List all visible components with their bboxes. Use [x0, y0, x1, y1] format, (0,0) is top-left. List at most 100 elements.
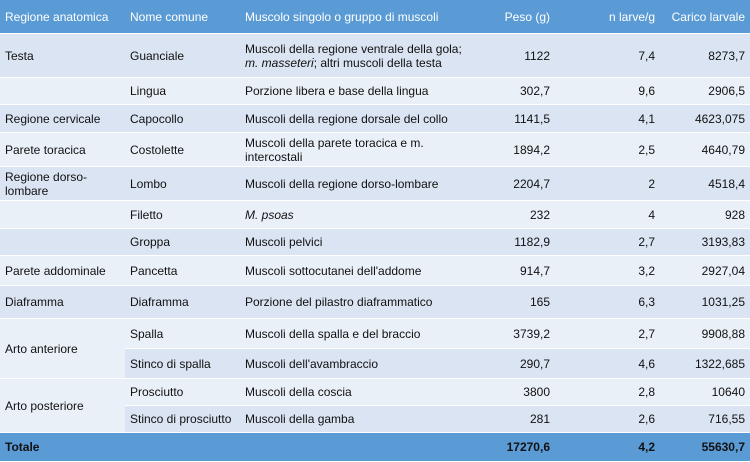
cell: 8273,7 — [660, 33, 750, 78]
cell: 9908,88 — [660, 318, 750, 349]
cell: 4518,4 — [660, 166, 750, 201]
cell: 2,8 — [555, 378, 660, 406]
header-cell: Regione anatomica — [0, 0, 125, 34]
text: Muscoli della regione ventrale della gol… — [245, 41, 462, 56]
cell: 165 — [470, 285, 555, 319]
cell: Diaframma — [125, 285, 240, 319]
row: Parete addominale Pancetta Muscoli sottocu… — [0, 255, 750, 286]
row: Filetto M. psoas 232 4 928 — [0, 200, 750, 229]
cell: 4640,79 — [660, 132, 750, 167]
text: ; altri muscoli della testa — [313, 55, 442, 70]
cell: 2906,5 — [660, 77, 750, 105]
cell: Pancetta — [125, 255, 240, 286]
cell: 232 — [470, 200, 555, 229]
cell: Porzione del pilastro diaframmatico — [240, 285, 470, 319]
cell: 55630,7 — [660, 432, 750, 462]
cell: Filetto — [125, 200, 240, 229]
cell: Stinco di prosciutto — [125, 405, 240, 433]
row: Arto posteriore Prosciutto Muscoli della c… — [0, 378, 750, 433]
cell: 1182,9 — [470, 228, 555, 256]
cell: Muscoli della parete toracica e m. inter… — [240, 132, 470, 167]
total-row: Totale 17270,6 4,2 55630,7 — [0, 432, 750, 462]
cell: M. psoas — [240, 200, 470, 229]
row: Lingua Porzione libera e base della lingu… — [0, 77, 750, 105]
cell: 10640 — [660, 378, 750, 406]
cell: Costolette — [125, 132, 240, 167]
cell: Groppa — [125, 228, 240, 256]
cell: Prosciutto — [125, 378, 240, 406]
cell: 3739,2 — [470, 318, 555, 349]
cell: 1894,2 — [470, 132, 555, 167]
cell: Muscoli della gamba — [240, 405, 470, 433]
cell: Diaframma — [0, 285, 125, 319]
cell: 2,7 — [555, 228, 660, 256]
cell: 4,6 — [555, 348, 660, 379]
cell: 2 — [555, 166, 660, 201]
cell: 4,2 — [555, 432, 660, 462]
cell: Lingua — [125, 77, 240, 105]
cell: Parete toracica — [0, 132, 125, 167]
cell: 2,5 — [555, 132, 660, 167]
cell: Muscoli della regione dorsale del collo — [240, 104, 470, 133]
cell — [0, 228, 125, 256]
cell: 302,7 — [470, 77, 555, 105]
cell: 1031,25 — [660, 285, 750, 319]
cell: 7,4 — [555, 33, 660, 78]
cell: Arto posteriore — [0, 378, 125, 433]
cell — [0, 200, 125, 229]
row: Diaframma Diaframma Porzione del pilastro … — [0, 285, 750, 319]
cell: 2204,7 — [470, 166, 555, 201]
header-cell: Carico larvale — [660, 0, 750, 34]
cell: Lombo — [125, 166, 240, 201]
cell: 2,6 — [555, 405, 660, 433]
cell: 1141,5 — [470, 104, 555, 133]
row: Stinco di prosciutto Muscoli della gamba 2… — [0, 405, 750, 433]
cell: Guanciale — [125, 33, 240, 78]
cell: Parete addominale — [0, 255, 125, 286]
cell: 17270,6 — [470, 432, 555, 462]
row: Stinco di spalla Muscoli dell'avambraccio… — [0, 348, 750, 379]
cell: 716,55 — [660, 405, 750, 433]
cell: Muscoli dell'avambraccio — [240, 348, 470, 379]
cell: 3193,83 — [660, 228, 750, 256]
cell: 281 — [470, 405, 555, 433]
cell: 4,1 — [555, 104, 660, 133]
cell: Muscoli della spalla e del braccio — [240, 318, 470, 349]
cell: 2927,04 — [660, 255, 750, 286]
cell: Muscoli pelvici — [240, 228, 470, 256]
cell: Regione dorso-lombare — [0, 166, 125, 201]
row: Regione cervicale Capocollo Muscoli della … — [0, 104, 750, 133]
cell: 4623,075 — [660, 104, 750, 133]
header-cell: Peso (g) — [470, 0, 555, 34]
cell: 3800 — [470, 378, 555, 406]
cell: 928 — [660, 200, 750, 229]
cell: Muscoli della coscia — [240, 378, 470, 406]
cell: Stinco di spalla — [125, 348, 240, 379]
cell: 1322,685 — [660, 348, 750, 379]
cell: Porzione libera e base della lingua — [240, 77, 470, 105]
cell: Totale — [0, 432, 470, 462]
cell: Regione cervicale — [0, 104, 125, 133]
row: Parete toracica Costolette Muscoli della p… — [0, 132, 750, 167]
cell: 914,7 — [470, 255, 555, 286]
header-cell: Nome comune — [125, 0, 240, 34]
cell: 4 — [555, 200, 660, 229]
row: Regione dorso-lombare Lombo Muscoli della … — [0, 166, 750, 201]
text: m. masseteri — [245, 55, 314, 70]
text: M. psoas — [245, 207, 294, 222]
cell: Muscoli sottocutanei dell'addome — [240, 255, 470, 286]
cell: 290,7 — [470, 348, 555, 379]
cell: Muscoli della regione ventrale della gol… — [240, 33, 470, 78]
row: Arto anteriore Spalla Muscoli della spalla… — [0, 318, 750, 379]
row: Testa Guanciale Muscoli della regione ve… — [0, 33, 750, 78]
header-row: Regione anatomica Nome comune Muscolo si… — [0, 0, 750, 34]
cell: Muscoli della regione dorso-lombare — [240, 166, 470, 201]
cell: 6,3 — [555, 285, 660, 319]
cell: Testa — [0, 33, 125, 78]
cell: 3,2 — [555, 255, 660, 286]
cell: 9,6 — [555, 77, 660, 105]
cell: 2,7 — [555, 318, 660, 349]
cell — [0, 77, 125, 105]
